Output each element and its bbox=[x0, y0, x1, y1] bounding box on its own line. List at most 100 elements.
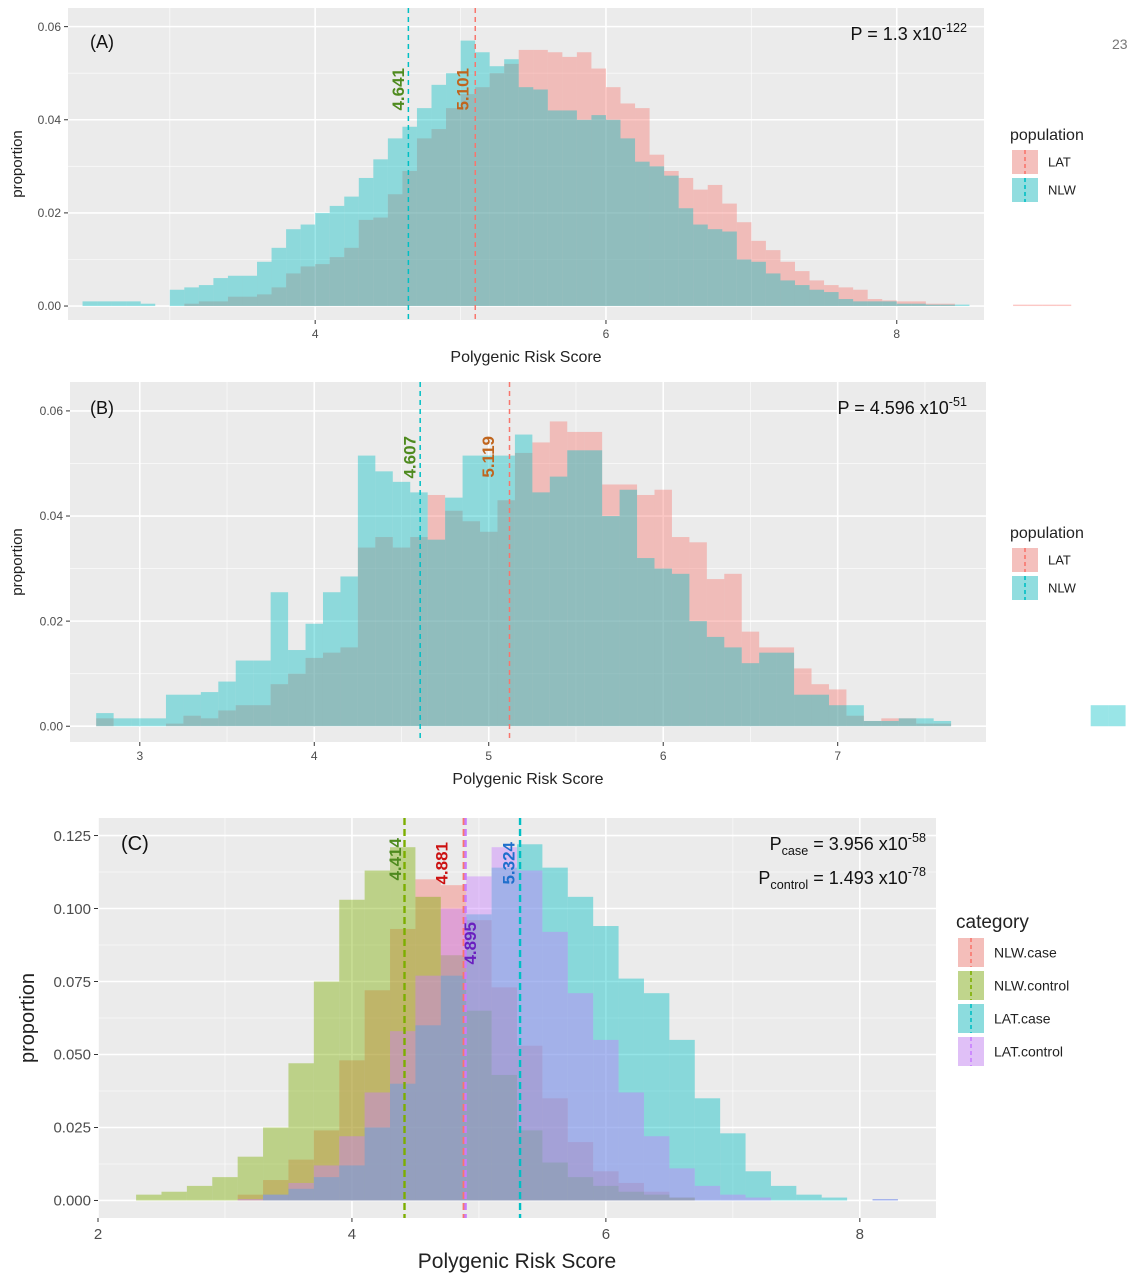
bar bbox=[549, 476, 568, 727]
bar bbox=[313, 981, 340, 1201]
legend-label: NLW bbox=[1048, 183, 1077, 198]
bar bbox=[824, 285, 839, 307]
bar bbox=[218, 681, 236, 727]
p-exponent: -122 bbox=[942, 21, 967, 35]
bar bbox=[654, 489, 672, 727]
bar bbox=[392, 547, 411, 727]
bar bbox=[96, 718, 114, 727]
bar bbox=[1042, 304, 1057, 307]
bar bbox=[643, 1194, 670, 1201]
bar bbox=[491, 987, 517, 1201]
bar bbox=[542, 1098, 568, 1201]
bar bbox=[809, 280, 825, 307]
bar bbox=[724, 573, 742, 727]
bar bbox=[263, 1194, 289, 1201]
y-tick-label: 0.02 bbox=[38, 206, 62, 220]
bar bbox=[212, 1177, 238, 1201]
bar bbox=[286, 229, 301, 307]
bar bbox=[271, 287, 287, 307]
bar bbox=[547, 52, 563, 307]
bar bbox=[270, 684, 289, 727]
median-labels: 4.881 4.414 5.324 4.895 bbox=[386, 837, 519, 964]
bar bbox=[759, 652, 777, 727]
bar bbox=[694, 1185, 721, 1201]
bar bbox=[542, 931, 568, 1201]
bar bbox=[722, 203, 737, 307]
series-NLW bbox=[96, 434, 1126, 727]
bar bbox=[322, 652, 341, 727]
bar bbox=[364, 990, 391, 1201]
bar bbox=[322, 592, 341, 727]
bar bbox=[643, 1136, 670, 1201]
bar bbox=[237, 1199, 264, 1201]
bar bbox=[288, 1063, 314, 1201]
x-tick-label: 4 bbox=[311, 749, 318, 763]
bar bbox=[678, 208, 694, 307]
bar bbox=[794, 271, 810, 307]
legend: category NLW.case NLW.control LAT.case LAT.c… bbox=[956, 912, 1069, 1066]
bar bbox=[618, 1092, 644, 1201]
p-value-text: Pcontrol = 1.493 x10-78 bbox=[758, 865, 926, 892]
x-tick-label: 6 bbox=[603, 327, 610, 341]
bar bbox=[593, 926, 619, 1201]
x-tick-label: 4 bbox=[312, 327, 319, 341]
median-label: 5.119 bbox=[479, 436, 498, 478]
x-tick-label: 6 bbox=[602, 1226, 610, 1243]
bar bbox=[751, 240, 766, 307]
bar bbox=[148, 718, 166, 727]
bar bbox=[518, 87, 534, 307]
bar bbox=[375, 471, 393, 727]
bar bbox=[671, 537, 690, 727]
axes: 4 6 8 0.00 0.02 0.04 0.06 Polygenic Risk Score p… bbox=[9, 20, 900, 366]
bar bbox=[706, 636, 725, 727]
p-subscript: control bbox=[770, 878, 808, 892]
bar bbox=[514, 434, 533, 727]
y-tick-label: 0.06 bbox=[40, 404, 64, 418]
bar bbox=[415, 1025, 441, 1201]
bar bbox=[637, 494, 655, 727]
bar bbox=[387, 194, 403, 307]
y-tick-label: 0.00 bbox=[40, 719, 64, 733]
bar bbox=[416, 108, 432, 307]
bar bbox=[131, 718, 149, 727]
y-tick-label: 0.000 bbox=[53, 1193, 91, 1210]
bar bbox=[741, 663, 760, 727]
bar bbox=[846, 705, 864, 727]
plot-background bbox=[68, 8, 984, 320]
p-exponent: -58 bbox=[908, 831, 926, 845]
bar bbox=[514, 452, 533, 727]
bar bbox=[237, 1194, 264, 1201]
bar bbox=[198, 285, 214, 307]
bar bbox=[745, 1197, 771, 1201]
bar bbox=[602, 484, 620, 727]
bar bbox=[518, 49, 534, 307]
bar bbox=[415, 896, 441, 1201]
bar bbox=[462, 521, 481, 727]
bar bbox=[618, 978, 644, 1201]
bar bbox=[235, 660, 254, 727]
series-LAT-control bbox=[237, 847, 898, 1201]
series-LAT bbox=[96, 421, 952, 727]
median-label: 5.324 bbox=[500, 841, 519, 884]
legend-label: LAT.control bbox=[994, 1044, 1063, 1060]
bar bbox=[235, 705, 254, 727]
bar bbox=[649, 154, 665, 307]
bar bbox=[242, 275, 258, 307]
bar bbox=[707, 229, 723, 307]
bar bbox=[364, 870, 391, 1201]
bar bbox=[933, 720, 952, 727]
bar bbox=[445, 510, 463, 727]
y-tick-label: 0.075 bbox=[53, 974, 91, 991]
bar bbox=[605, 87, 621, 307]
legend-item: LAT bbox=[1012, 548, 1071, 572]
bar bbox=[446, 108, 461, 307]
bar bbox=[567, 896, 594, 1201]
y-tick-label: 0.050 bbox=[53, 1047, 91, 1064]
bar bbox=[253, 705, 271, 727]
panel-label: (C) bbox=[121, 833, 149, 855]
series-NLW-case bbox=[237, 879, 695, 1201]
bar bbox=[824, 292, 839, 307]
bar bbox=[821, 1197, 848, 1201]
histogram-bars bbox=[82, 40, 1072, 307]
